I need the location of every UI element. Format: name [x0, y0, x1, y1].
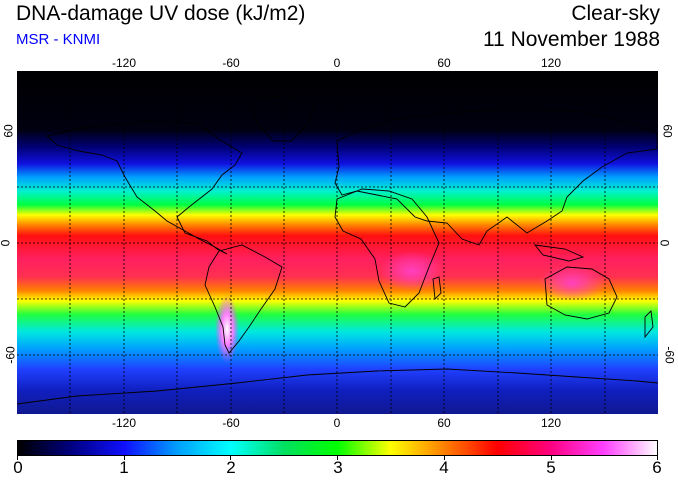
lon-label-bottom: -60 — [222, 416, 240, 430]
graticule — [17, 71, 658, 414]
coast-australia — [544, 266, 618, 320]
colorbar-tick — [17, 456, 18, 460]
lon-label-bottom: 60 — [437, 416, 451, 430]
lat-label-left: -60 — [3, 346, 18, 364]
coast-south-america — [204, 244, 283, 354]
australia-uv-hotspot — [538, 265, 606, 301]
lat-label-left: 0 — [0, 240, 12, 247]
map-title: DNA-damage UV dose (kJ/m2) — [16, 2, 306, 25]
coast-africa — [334, 188, 440, 308]
colorbar-label: 0 — [13, 458, 23, 477]
colorbar-label: 1 — [119, 458, 129, 477]
colorbar — [17, 440, 658, 456]
data-source-label: MSR - KNMI — [16, 31, 101, 48]
colorbar-label: 5 — [546, 458, 556, 477]
lat-label-right: -60 — [662, 346, 677, 364]
lon-label-bottom: 0 — [333, 416, 341, 430]
colorbar-tick — [124, 456, 125, 460]
colorbar-tick — [657, 456, 658, 460]
colorbar-label: 6 — [652, 458, 662, 477]
coast-eurasia — [334, 108, 658, 246]
colorbar-tick — [337, 456, 338, 460]
andes-uv-maximum — [215, 295, 239, 363]
lon-label-bottom: 120 — [540, 416, 562, 430]
africa-uv-hotspot — [380, 251, 444, 291]
lat-label-right: 60 — [660, 124, 675, 138]
map-svg — [16, 71, 659, 414]
coast-indonesia — [533, 244, 585, 262]
coastlines — [16, 94, 659, 405]
coast-madagascar — [432, 276, 442, 300]
latitude-color-bands — [17, 71, 658, 414]
coast-new-zealand — [644, 310, 654, 339]
colorbar-tick — [230, 456, 231, 460]
date-label: 11 November 1988 — [482, 28, 660, 51]
uv-dose-map — [16, 71, 659, 414]
coast-north-america — [46, 120, 243, 255]
lon-label-bottom: -120 — [111, 416, 137, 430]
lon-label-top: 60 — [437, 56, 451, 70]
colorbar-label: 2 — [226, 458, 236, 477]
colorbar-tick — [551, 456, 552, 460]
lon-label-top: 120 — [540, 56, 562, 70]
lon-label-top: 0 — [333, 56, 341, 70]
lat-label-left: 60 — [1, 124, 16, 138]
coast-antarctica — [16, 368, 659, 405]
coast-greenland — [246, 94, 316, 142]
lat-label-right: 0 — [657, 239, 672, 247]
colorbar-tick — [444, 456, 445, 460]
sky-condition-label: Clear-sky — [571, 2, 660, 25]
colorbar-label: 4 — [439, 458, 449, 477]
lon-label-top: -60 — [222, 56, 240, 70]
colorbar-label: 3 — [333, 458, 343, 477]
lon-label-top: -120 — [111, 56, 137, 70]
